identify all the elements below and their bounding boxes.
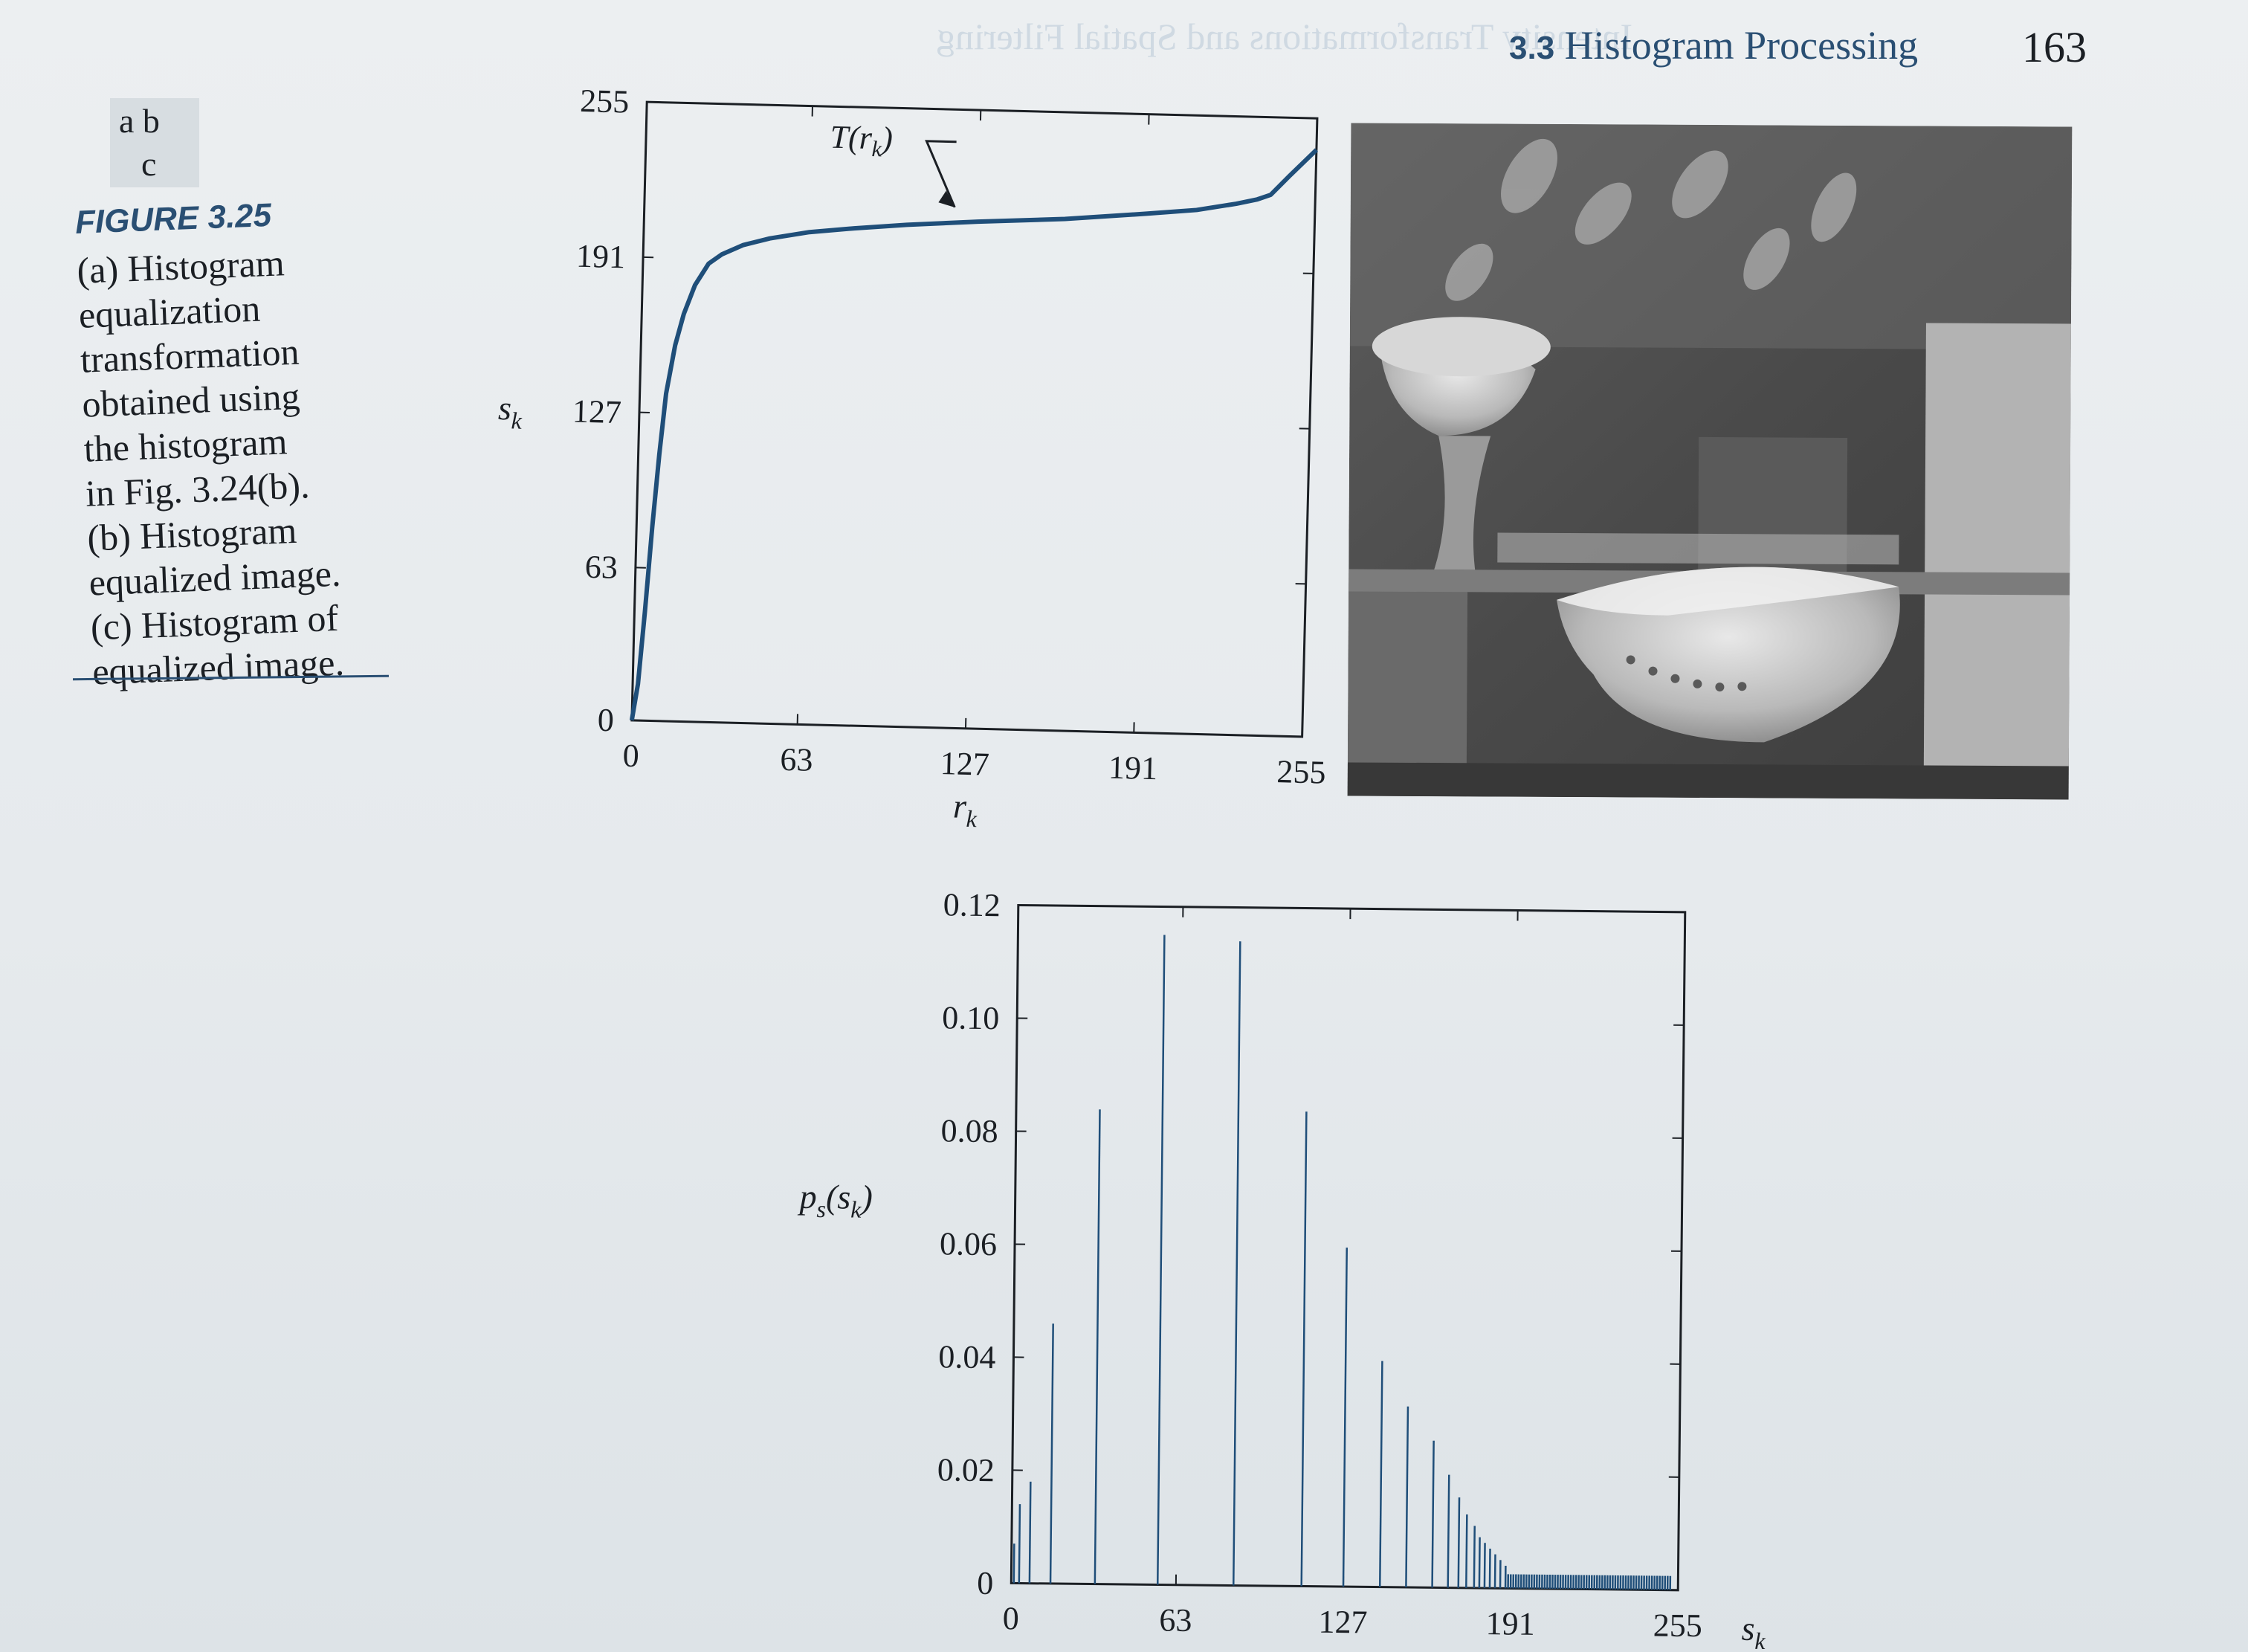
histogram-bar — [1378, 1361, 1383, 1587]
x-axis-label-subscript: k — [1754, 1627, 1766, 1652]
y-axis-label-arg-subscript: k — [850, 1196, 862, 1223]
histogram-bar — [1478, 1537, 1481, 1589]
y-axis-label-subscript: k — [511, 407, 523, 433]
transformation-curve — [629, 148, 1318, 721]
panel-labels: a b c — [119, 100, 208, 186]
annotation-arrowhead — [938, 190, 955, 207]
equalized-image — [1347, 123, 2073, 800]
x-tick-label: 127 — [1318, 1604, 1368, 1641]
y-tick-label: 0 — [597, 702, 614, 739]
histogram-bar — [1156, 935, 1166, 1585]
y-axis-label-arg: (s — [826, 1178, 851, 1216]
y-tick-label: 0.12 — [943, 886, 1001, 923]
x-tick-label: 191 — [1485, 1605, 1535, 1642]
panel-label-box — [110, 98, 199, 187]
section-number: 3.3 — [1509, 30, 1555, 66]
annotation-arrow — [925, 140, 957, 208]
y-axis-label-paren: ) — [859, 1178, 873, 1216]
histogram-bar — [1405, 1406, 1409, 1587]
x-tick-label: 0 — [622, 738, 639, 775]
section-title: Histogram Processing — [1564, 23, 1919, 68]
histogram-bar — [1049, 1323, 1054, 1584]
x-tick-label: 255 — [1276, 753, 1326, 791]
y-tick-label: 0.08 — [940, 1112, 998, 1149]
x-tick-label: 127 — [940, 745, 989, 783]
x-tick-label: 191 — [1108, 749, 1158, 787]
y-tick-label: 63 — [584, 549, 618, 586]
y-tick-label: 255 — [580, 83, 630, 120]
y-tick-label: 0.02 — [937, 1451, 995, 1488]
histogram-bar — [1342, 1248, 1349, 1587]
curve-annotation-subscript: k — [871, 137, 882, 161]
histogram-bar — [1431, 1440, 1435, 1588]
histogram-bar — [1012, 1543, 1015, 1584]
y-tick-label: 0.06 — [940, 1225, 998, 1262]
panel-label-c: c — [141, 145, 157, 183]
histogram-bar — [1233, 941, 1241, 1586]
y-tick-label: 0 — [977, 1565, 994, 1601]
histogram-bar — [1465, 1514, 1468, 1588]
y-tick-label: 191 — [576, 238, 626, 276]
histogram-bar — [1473, 1526, 1476, 1588]
x-axis-label: sk — [1741, 1610, 1766, 1652]
curve-annotation-paren: ) — [879, 120, 894, 156]
histogram-bar — [1094, 1109, 1101, 1584]
curve-annotation: T(rk) — [830, 119, 894, 162]
histogram-bar — [1447, 1474, 1450, 1588]
x-tick-label: 63 — [780, 741, 813, 778]
panel-label-ab: a b — [119, 102, 160, 140]
x-axis-label-subscript: k — [966, 805, 978, 832]
y-tick-label: 0.04 — [938, 1338, 996, 1375]
x-axis-label: rk — [952, 787, 978, 832]
y-axis-label-subscript: s — [816, 1196, 826, 1222]
x-tick-label: 63 — [1159, 1602, 1192, 1639]
running-header: 3.3 Histogram Processing 163 — [1509, 22, 2178, 82]
plot-frame — [630, 100, 1319, 738]
x-tick-label: 255 — [1653, 1607, 1702, 1644]
x-tick-label: 0 — [1003, 1600, 1020, 1636]
histogram-chart-group: 0 63 127 191 25500.020.040.060.080.100.12skp… — [797, 886, 1766, 1652]
histogram-bar — [1018, 1504, 1021, 1584]
y-tick-label: 0.10 — [942, 999, 1000, 1036]
y-tick-label: 127 — [572, 393, 621, 430]
histogram-bar — [1300, 1111, 1308, 1587]
y-axis-label: ps(sk) — [797, 1178, 873, 1223]
plot-frame — [1010, 903, 1687, 1592]
page-number: 163 — [2022, 23, 2087, 71]
